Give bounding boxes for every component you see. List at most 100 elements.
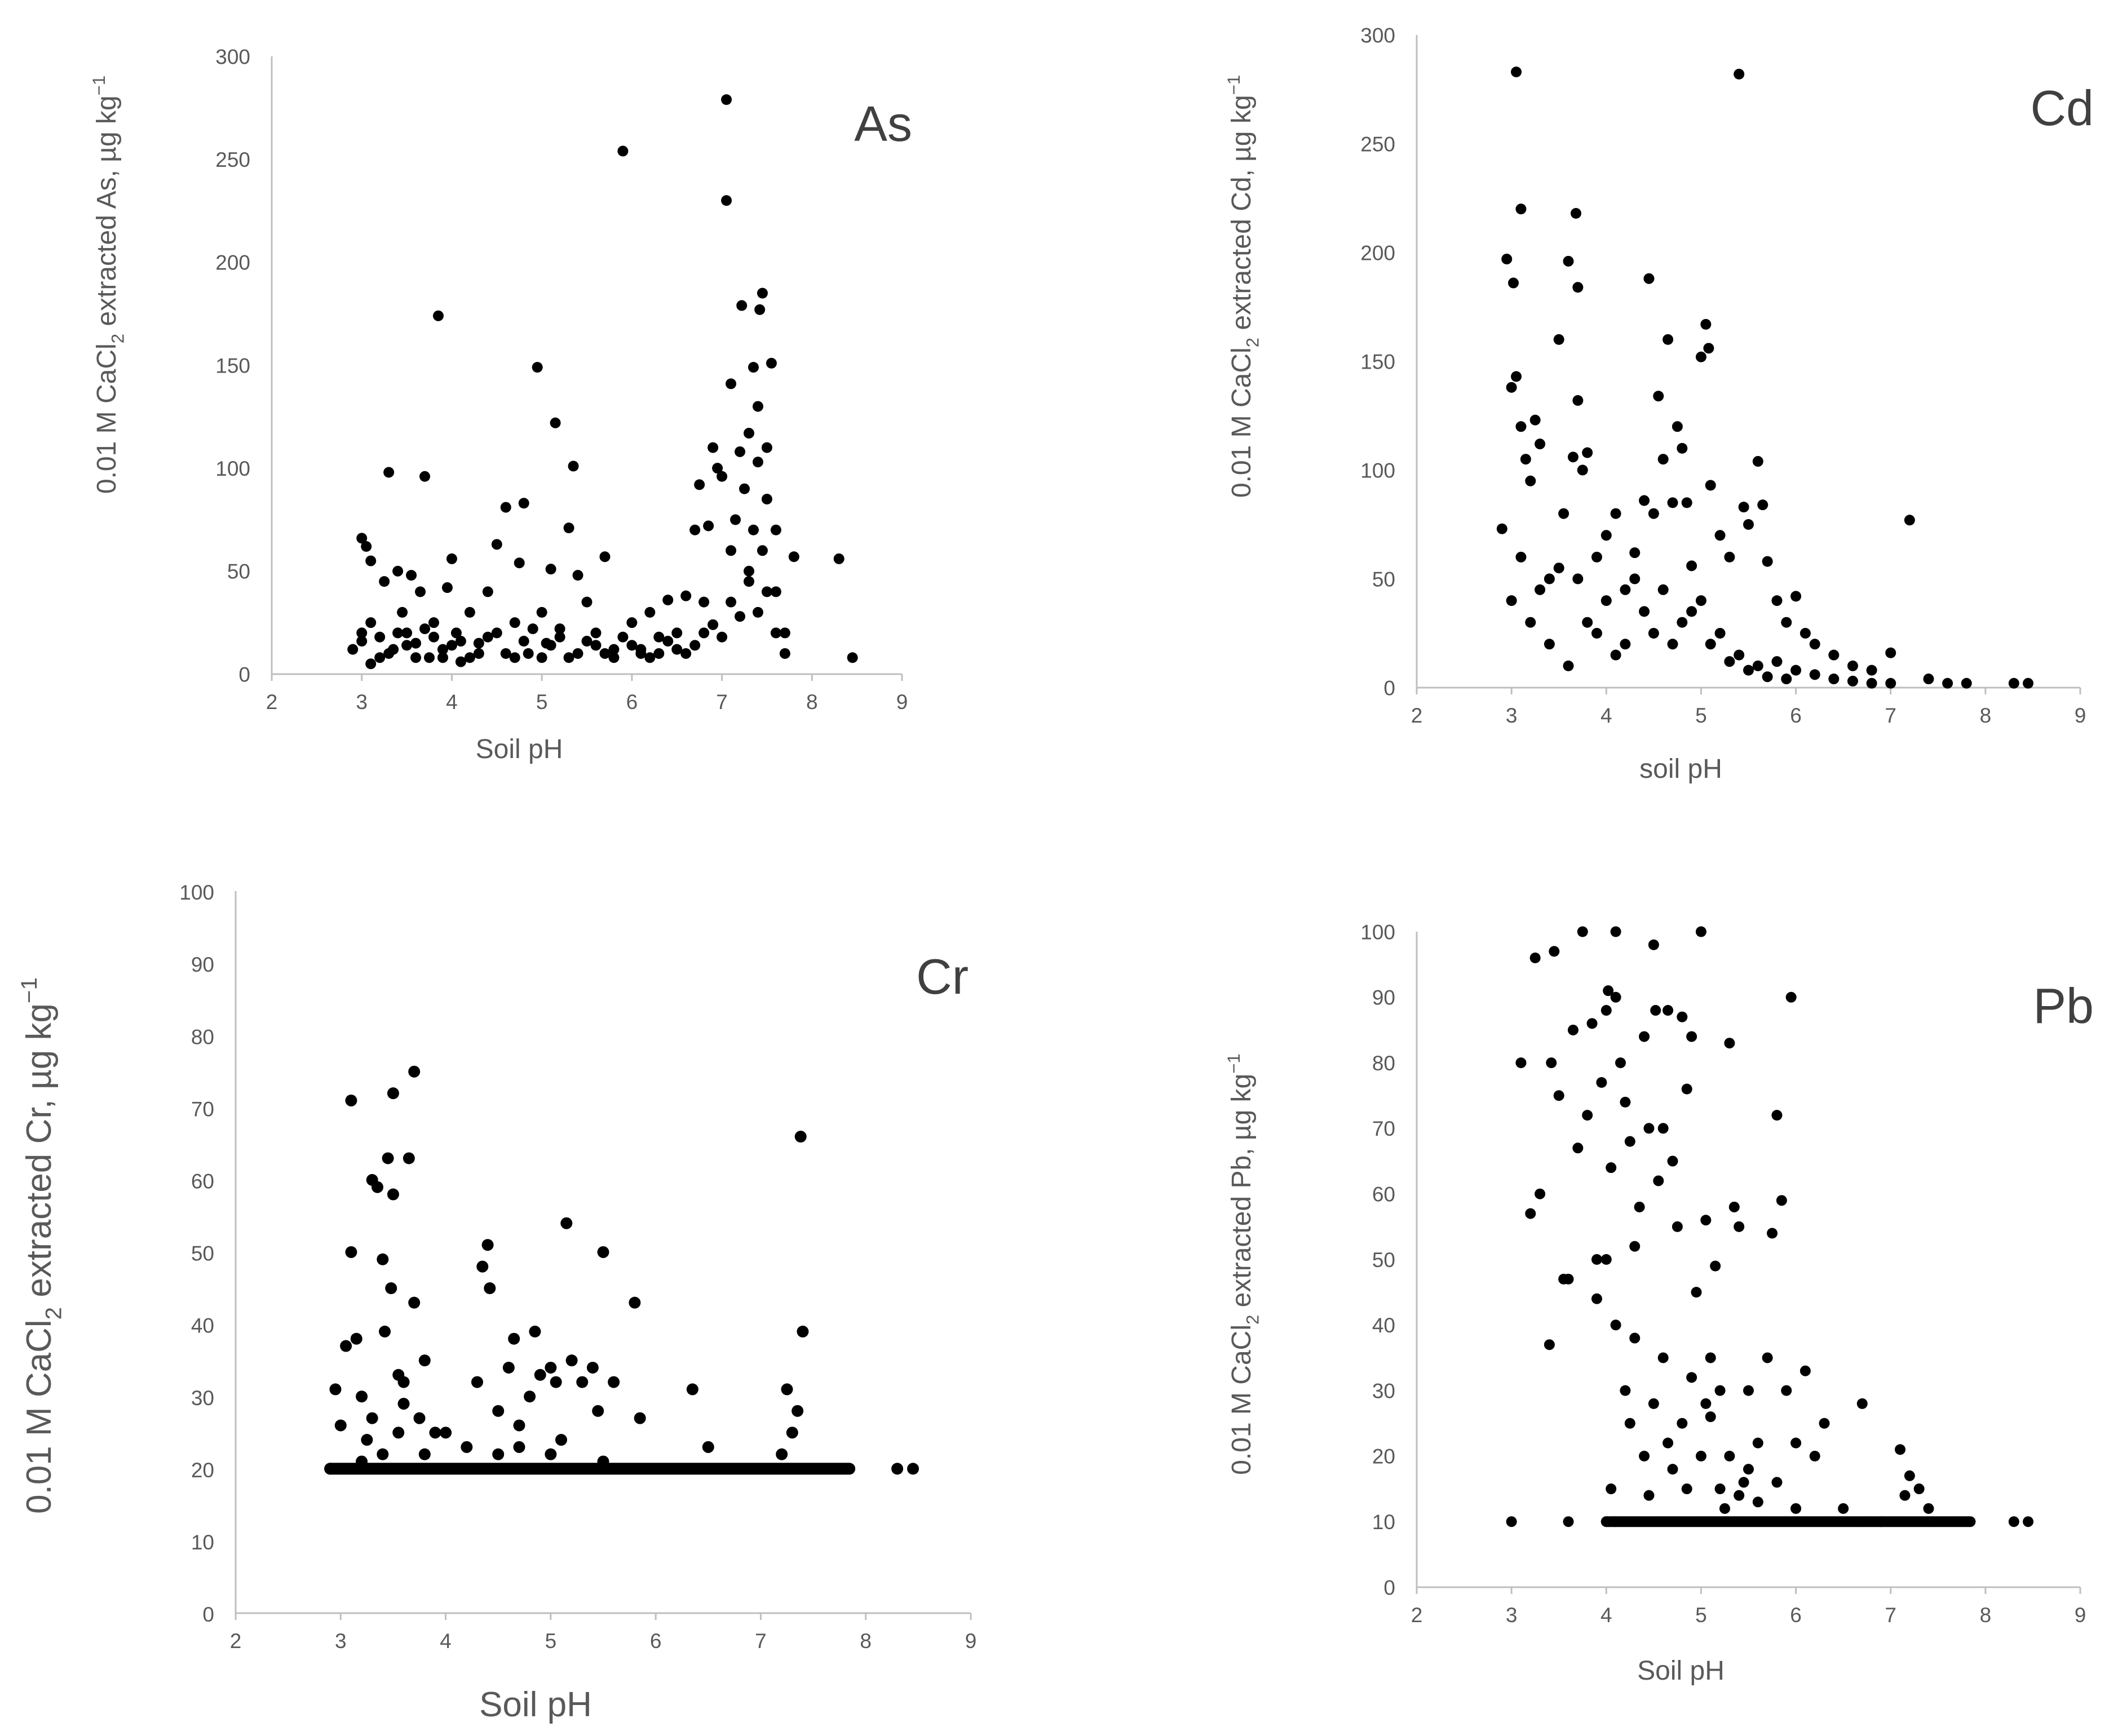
data-point [1600, 1254, 1612, 1265]
data-point [1705, 480, 1716, 491]
data-point [455, 636, 466, 647]
panel-label: Cd [2031, 80, 2094, 136]
data-point [1700, 318, 1712, 330]
data-point [1899, 1490, 1911, 1501]
data-point [371, 1181, 383, 1193]
data-point [1639, 495, 1650, 506]
data-point [1535, 439, 1546, 450]
data-point [500, 648, 511, 659]
data-point [1847, 675, 1858, 687]
data-point [1762, 1352, 1773, 1363]
data-point [1606, 1162, 1617, 1173]
data-point [441, 582, 453, 594]
data-point [1572, 1142, 1584, 1154]
data-point [554, 631, 565, 643]
data-point [1719, 1503, 1730, 1514]
data-point [1653, 1175, 1664, 1186]
data-point [1781, 617, 1792, 628]
data-point [572, 570, 583, 581]
data-point [1525, 617, 1536, 628]
y-axis-title-subscript: 2 [1243, 338, 1262, 347]
data-point [748, 524, 759, 535]
data-point [1620, 584, 1631, 595]
data-point [1663, 1437, 1674, 1449]
data-point [726, 596, 737, 608]
data-point [464, 606, 475, 618]
data-point [1508, 277, 1519, 289]
data-point [1610, 1516, 1621, 1527]
data-point [1913, 1483, 1925, 1495]
data-point [1624, 1418, 1635, 1429]
data-point [345, 1094, 357, 1106]
data-point [374, 652, 386, 663]
data-point [524, 1390, 536, 1403]
data-point [1904, 515, 1915, 526]
data-point [1667, 497, 1678, 508]
data-point [752, 457, 763, 468]
data-point [415, 586, 426, 597]
data-point [523, 648, 534, 659]
y-tick-label: 50 [1372, 1248, 1395, 1272]
x-tick-label: 9 [2075, 704, 2086, 727]
data-point [770, 524, 781, 535]
x-tick-label: 6 [1790, 704, 1802, 727]
data-point [406, 570, 417, 581]
data-point [1529, 953, 1541, 964]
data-point [509, 617, 520, 628]
y-tick-label: 40 [191, 1314, 214, 1338]
data-point [694, 479, 705, 490]
data-point [554, 623, 565, 635]
data-point [1629, 1241, 1641, 1252]
data-point [365, 555, 377, 566]
data-point [1615, 1057, 1626, 1069]
y-tick-label: 50 [227, 560, 250, 583]
data-point [1681, 1083, 1692, 1095]
data-point [1529, 414, 1541, 426]
data-point [1767, 1228, 1778, 1239]
data-point [1734, 1221, 1745, 1232]
data-point [572, 648, 583, 659]
data-point [1781, 674, 1792, 685]
data-point [626, 640, 638, 651]
y-axis-title-superscript: −1 [1224, 75, 1244, 95]
data-point [418, 1354, 431, 1367]
y-axis-title-superscript: −1 [89, 76, 109, 96]
data-point [590, 640, 602, 651]
y-tick-label: 250 [1360, 132, 1395, 156]
data-point [1757, 499, 1768, 511]
data-point [1546, 1057, 1557, 1069]
data-point [1790, 591, 1802, 602]
data-point [1639, 1450, 1650, 1462]
data-point [792, 1405, 804, 1417]
data-point [1570, 208, 1581, 219]
y-tick-label: 70 [191, 1097, 214, 1121]
data-point [1677, 1011, 1688, 1022]
y-tick-label: 50 [191, 1242, 214, 1265]
data-point [1703, 343, 1714, 354]
data-point [1677, 1418, 1688, 1429]
data-point [680, 590, 692, 601]
data-point [1657, 584, 1669, 595]
x-tick-label: 7 [716, 690, 728, 714]
x-tick-label: 5 [1695, 704, 1707, 727]
data-point [1643, 1490, 1655, 1501]
data-point [536, 606, 547, 618]
data-point [1535, 584, 1546, 595]
data-point [1648, 628, 1659, 639]
data-point [350, 1332, 362, 1345]
data-point [590, 627, 602, 639]
data-point [1663, 334, 1674, 345]
data-point [752, 606, 763, 618]
data-point [1544, 573, 1555, 584]
data-point [743, 576, 754, 587]
data-point [545, 640, 556, 651]
data-point [413, 1412, 426, 1424]
data-point [1672, 1221, 1683, 1232]
data-point [608, 644, 620, 655]
data-point [366, 1412, 378, 1424]
data-point [1714, 628, 1726, 639]
data-point [1743, 665, 1754, 676]
y-tick-label: 10 [191, 1531, 214, 1554]
data-point [1686, 1031, 1697, 1042]
y-tick-label: 0 [1383, 1576, 1395, 1599]
